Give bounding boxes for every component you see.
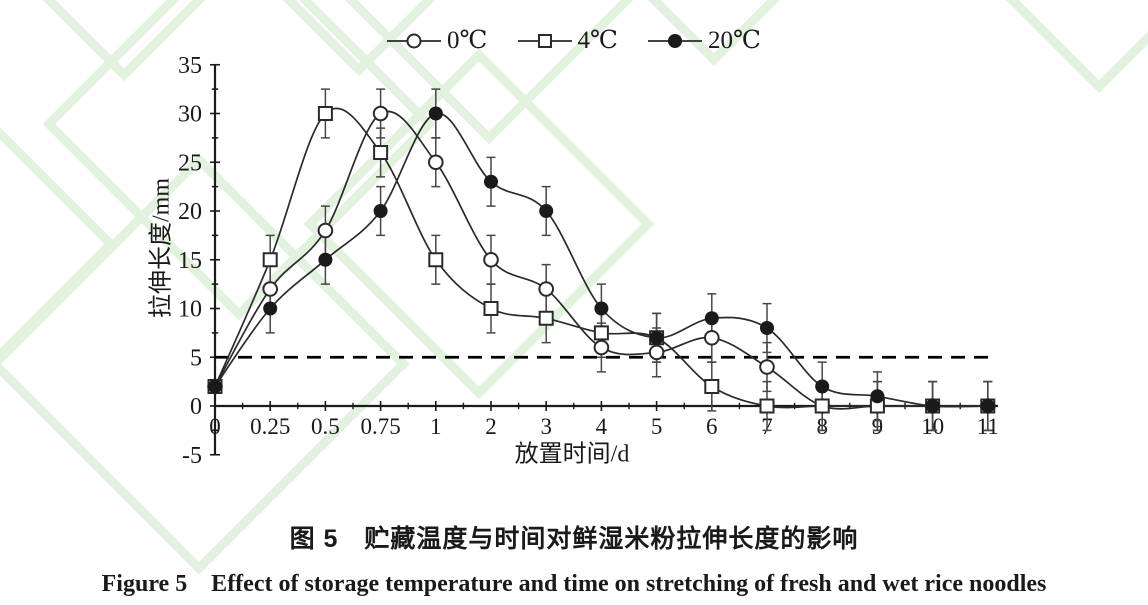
- svg-text:0: 0: [209, 414, 221, 439]
- svg-text:0.25: 0.25: [250, 414, 290, 439]
- series-line-4℃: [214, 107, 988, 409]
- chart-legend: 0℃ 4℃ 20℃: [0, 28, 1148, 53]
- svg-text:20: 20: [178, 199, 202, 225]
- error-bars: [265, 88, 993, 432]
- legend-label: 0℃: [447, 27, 488, 54]
- svg-text:0.75: 0.75: [360, 414, 400, 439]
- svg-text:5: 5: [190, 345, 202, 371]
- legend-item-20c: 20℃: [647, 27, 761, 54]
- svg-text:-5: -5: [182, 443, 202, 469]
- svg-text:10: 10: [178, 297, 202, 323]
- legend-item-0c: 0℃: [387, 27, 488, 54]
- svg-text:15: 15: [178, 248, 202, 274]
- svg-text:1: 1: [430, 414, 442, 439]
- legend-item-4c: 4℃: [517, 27, 618, 54]
- svg-text:0.5: 0.5: [311, 414, 340, 439]
- svg-text:35: 35: [178, 53, 202, 79]
- legend-label: 4℃: [577, 27, 618, 54]
- series-markers-20℃: [208, 106, 995, 413]
- figure-caption-zh: 图 5 贮藏温度与时间对鲜湿米粉拉伸长度的影响: [289, 525, 859, 553]
- filled-circle-marker-icon: [647, 33, 702, 48]
- svg-text:0: 0: [190, 394, 202, 420]
- svg-text:30: 30: [178, 102, 202, 128]
- legend-label: 20℃: [707, 27, 761, 54]
- line-chart-plot: -50510152025303500.250.50.75123456789101…: [178, 53, 999, 469]
- svg-text:25: 25: [178, 150, 202, 176]
- svg-text:4: 4: [596, 414, 608, 439]
- open-square-marker-icon: [517, 33, 572, 48]
- svg-text:6: 6: [706, 414, 718, 439]
- x-axis-title: 放置时间/d: [514, 441, 630, 468]
- svg-text:2: 2: [485, 414, 497, 439]
- y-axis-title: 拉伸长度/mm: [148, 177, 175, 319]
- svg-text:3: 3: [540, 414, 552, 439]
- open-circle-marker-icon: [387, 33, 442, 48]
- figure-caption-en: Figure 5 Effect of storage temperature a…: [101, 571, 1047, 597]
- svg-text:5: 5: [651, 414, 663, 439]
- series-line-20℃: [214, 112, 988, 408]
